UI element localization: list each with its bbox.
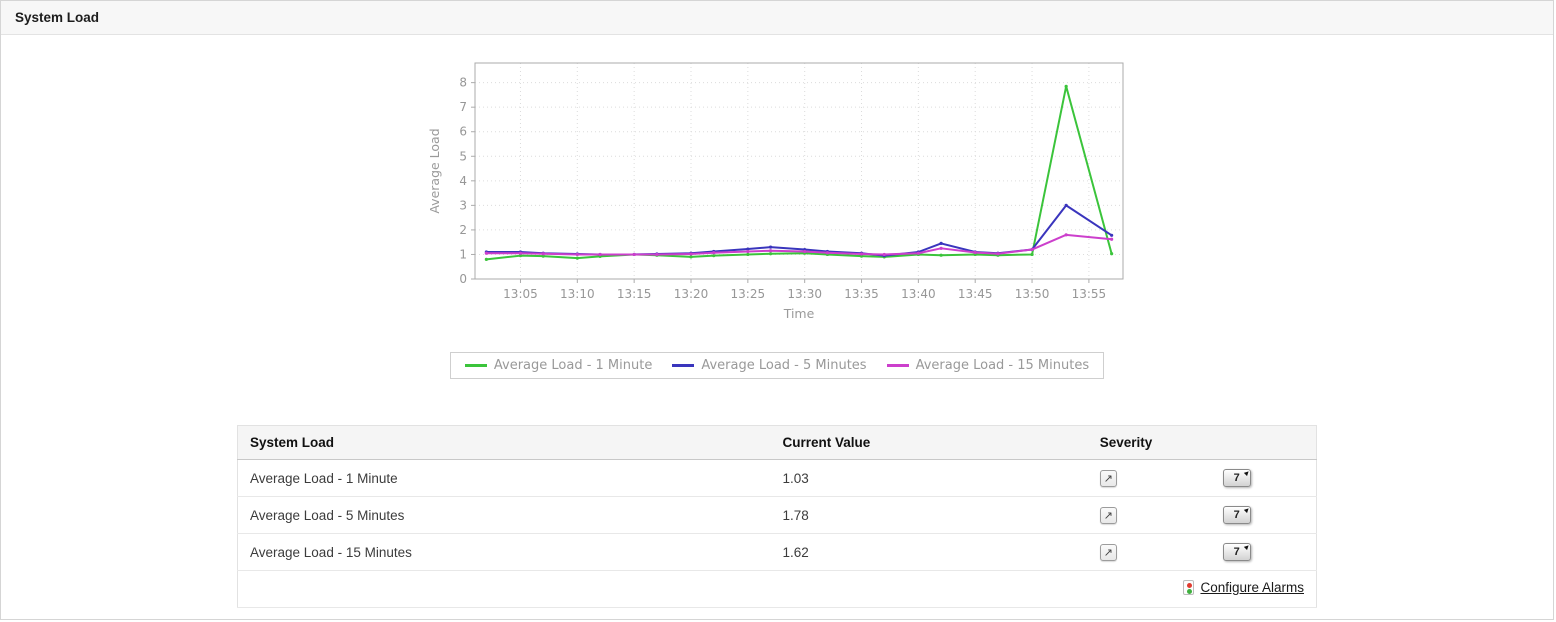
svg-text:13:40: 13:40	[901, 287, 936, 301]
history-arrow-icon: ▸	[1241, 468, 1251, 478]
svg-text:1: 1	[459, 247, 467, 261]
legend-label-15min: Average Load - 15 Minutes	[915, 358, 1090, 373]
table-header-row: System Load Current Value Severity	[237, 425, 1317, 460]
svg-text:13:45: 13:45	[957, 287, 992, 301]
svg-text:13:05: 13:05	[503, 287, 538, 301]
legend-swatch-5min-icon	[672, 364, 695, 367]
traffic-light-icon	[1183, 580, 1195, 595]
svg-text:Average Load: Average Load	[427, 128, 442, 213]
svg-text:13:15: 13:15	[616, 287, 651, 301]
column-header-current-value: Current Value	[770, 425, 1088, 460]
history-7-days-button[interactable]: 7 ▸	[1222, 468, 1251, 487]
svg-text:8: 8	[459, 76, 467, 90]
svg-text:4: 4	[459, 174, 467, 188]
metric-name: Average Load - 1 Minute	[237, 459, 771, 497]
svg-text:Time: Time	[782, 306, 814, 321]
column-header-severity: Severity	[1087, 425, 1211, 460]
system-load-chart: 0 1 2 3 4 5 6 7 8 13:05 13:10 13:15 13:20 13:25 13:30 1…	[427, 62, 1123, 321]
chart-legend: Average Load - 1 Minute Average Load - 5…	[449, 352, 1105, 379]
legend-label-5min: Average Load - 5 Minutes	[701, 358, 867, 373]
history-arrow-icon: ▸	[1241, 542, 1251, 552]
traffic-green-dot	[1186, 589, 1192, 594]
legend-item-1min: Average Load - 1 Minute	[464, 358, 653, 373]
table-footer-row: Configure Alarms	[237, 570, 1317, 608]
legend-swatch-1min-icon	[464, 364, 487, 367]
legend-item-15min: Average Load - 15 Minutes	[886, 358, 1090, 373]
metric-name: Average Load - 15 Minutes	[237, 533, 771, 571]
svg-text:6: 6	[459, 125, 467, 139]
history-7-days-button[interactable]: 7 ▸	[1222, 542, 1251, 561]
page-title: System Load	[15, 10, 100, 25]
column-header-actions	[1210, 425, 1317, 460]
page-title-bar: System Load	[1, 1, 1553, 35]
svg-text:0: 0	[459, 272, 467, 286]
svg-text:7: 7	[459, 100, 467, 114]
legend-label-1min: Average Load - 1 Minute	[493, 358, 653, 373]
system-load-table: System Load Current Value Severity Avera…	[237, 425, 1317, 608]
history-7-days-button[interactable]: 7 ▸	[1222, 505, 1251, 524]
severity-clear-icon[interactable]: ↗	[1099, 469, 1117, 487]
svg-text:13:30: 13:30	[787, 287, 822, 301]
traffic-red-dot	[1186, 583, 1192, 588]
svg-text:13:25: 13:25	[730, 287, 765, 301]
legend-item-5min: Average Load - 5 Minutes	[672, 358, 867, 373]
severity-clear-icon[interactable]: ↗	[1099, 543, 1117, 561]
legend-swatch-15min-icon	[886, 364, 909, 367]
table-row: Average Load - 1 Minute 1.03 ↗ 7 ▸	[237, 459, 1317, 497]
metric-value: 1.03	[770, 459, 1088, 497]
svg-text:2: 2	[459, 223, 467, 237]
configure-alarms-link[interactable]: Configure Alarms	[1200, 580, 1304, 595]
metric-value: 1.62	[770, 533, 1088, 571]
svg-text:3: 3	[459, 198, 467, 212]
svg-text:13:10: 13:10	[560, 287, 595, 301]
metric-value: 1.78	[770, 496, 1088, 534]
svg-text:13:20: 13:20	[673, 287, 708, 301]
svg-text:5: 5	[459, 149, 467, 163]
table-row: Average Load - 5 Minutes 1.78 ↗ 7 ▸	[237, 496, 1317, 534]
svg-text:13:50: 13:50	[1014, 287, 1049, 301]
table-row: Average Load - 15 Minutes 1.62 ↗ 7 ▸	[237, 533, 1317, 571]
svg-text:13:55: 13:55	[1071, 287, 1106, 301]
chart-section: 0 1 2 3 4 5 6 7 8 13:05 13:10 13:15 13:20 13:25 13:30 1…	[1, 35, 1553, 379]
column-header-system-load: System Load	[237, 425, 771, 460]
svg-text:13:35: 13:35	[844, 287, 879, 301]
metric-name: Average Load - 5 Minutes	[237, 496, 771, 534]
severity-clear-icon[interactable]: ↗	[1099, 506, 1117, 524]
history-arrow-icon: ▸	[1241, 505, 1251, 515]
